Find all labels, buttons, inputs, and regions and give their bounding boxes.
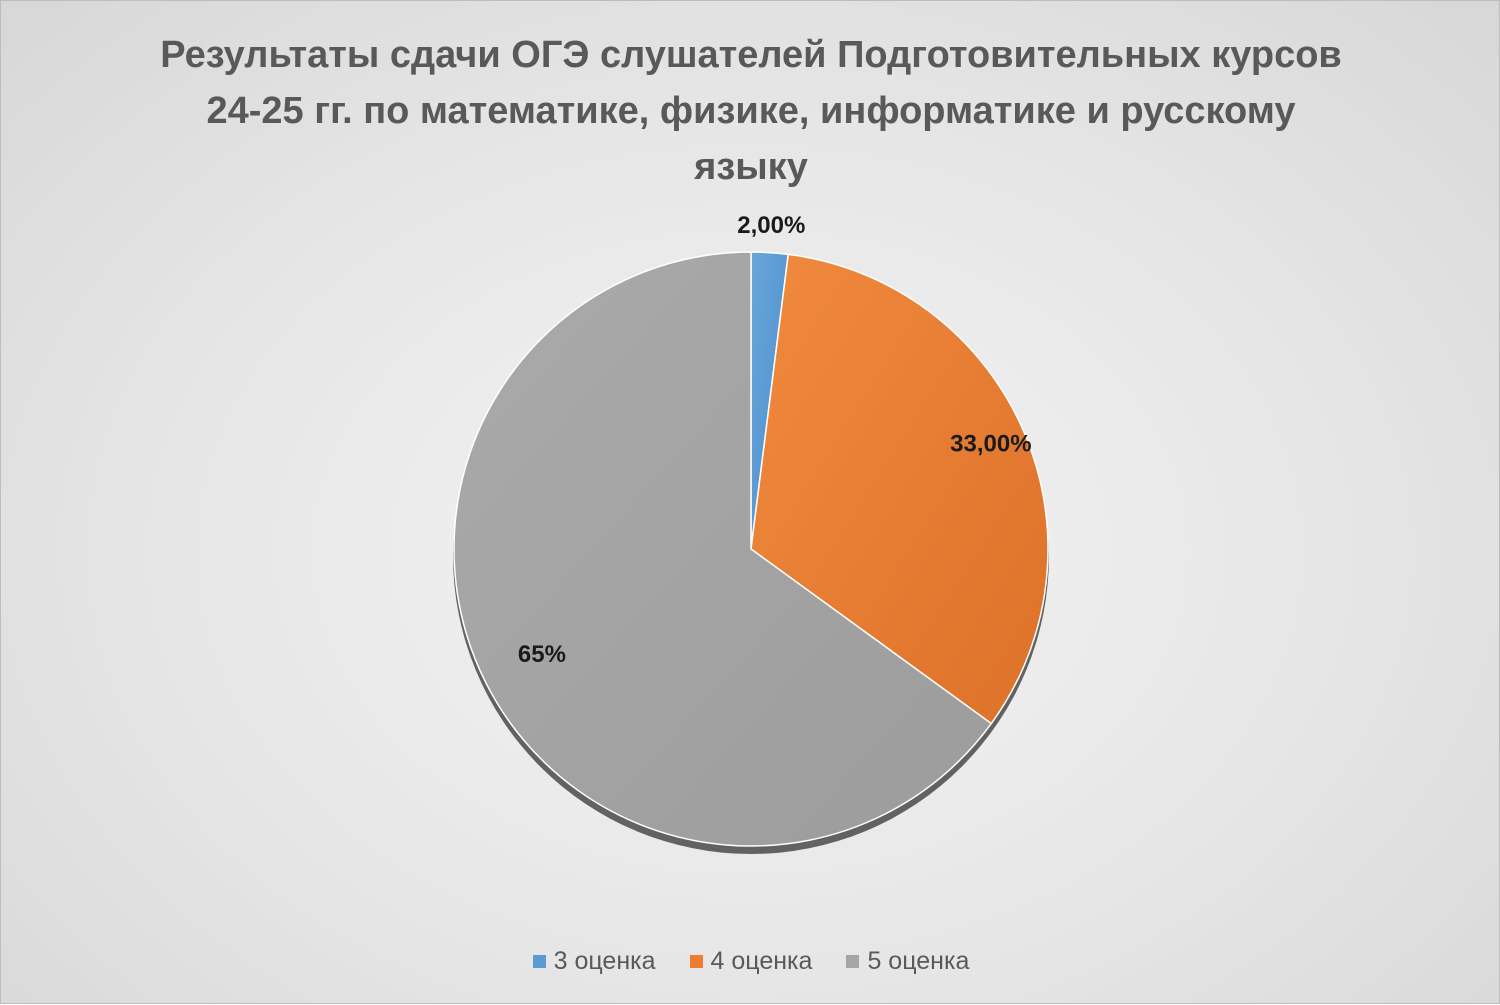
legend: 3 оценка 4 оценка 5 оценка [1, 947, 1500, 976]
data-label-4: 33,00% [950, 431, 1031, 458]
legend-item-4: 4 оценка [689, 947, 813, 976]
legend-item-3: 3 оценка [532, 947, 656, 976]
pie-slice-5 [453, 251, 993, 847]
legend-item-5: 5 оценка [846, 947, 969, 976]
pie-slice-4 [750, 253, 1049, 725]
data-label-3: 2,00% [737, 212, 805, 239]
legend-label-4: 4 оценка [710, 947, 813, 975]
legend-swatch-4 [689, 955, 703, 968]
legend-swatch-3 [532, 955, 546, 968]
data-label-5: 65% [518, 641, 566, 668]
chart-title: Результаты сдачи ОГЭ слушателей Подготов… [160, 34, 1342, 188]
legend-label-3: 3 оценка [553, 947, 656, 975]
legend-swatch-5 [846, 955, 860, 968]
legend-label-5: 5 оценка [867, 947, 970, 975]
